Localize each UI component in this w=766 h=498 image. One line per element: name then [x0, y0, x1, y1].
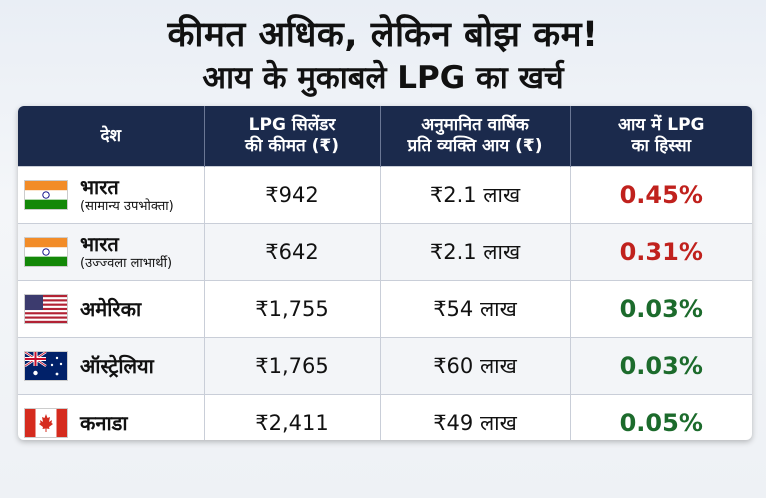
- country-name: अमेरिका: [80, 297, 142, 321]
- header-price-line1: LPG सिलेंडर: [248, 115, 336, 135]
- price-cell: ₹2,411: [204, 394, 381, 440]
- country-name: ऑस्ट्रेलिया: [80, 354, 154, 378]
- table-row: कनाडा ₹2,411 ₹49 लाख 0.05%: [18, 394, 752, 440]
- country-cell: भारत (उज्ज्वला लाभार्थी): [18, 223, 205, 281]
- income-cell: ₹2.1 लाख: [380, 223, 571, 281]
- income-cell: ₹2.1 लाख: [380, 166, 571, 224]
- price-cell: ₹642: [204, 223, 381, 281]
- comparison-table: देश LPG सिलेंडर की कीमत (₹) अनुमानित वार…: [18, 106, 752, 440]
- india-flag-icon: [24, 237, 68, 267]
- country-name: कनाडा: [80, 411, 128, 435]
- income-cell: ₹49 लाख: [380, 394, 571, 440]
- country-cell: ऑस्ट्रेलिया: [18, 337, 205, 395]
- share-cell: 0.03%: [570, 280, 752, 338]
- price-cell: ₹942: [204, 166, 381, 224]
- header-income-line2: प्रति व्यक्ति आय (₹): [407, 136, 543, 156]
- share-cell: 0.31%: [570, 223, 752, 281]
- india-flag-icon: [24, 180, 68, 210]
- table-header-row: देश LPG सिलेंडर की कीमत (₹) अनुमानित वार…: [18, 106, 752, 167]
- header-income-line1: अनुमानित वार्षिक: [421, 115, 529, 135]
- country-cell: अमेरिका: [18, 280, 205, 338]
- header-income: अनुमानित वार्षिक प्रति व्यक्ति आय (₹): [380, 106, 571, 167]
- table-row: अमेरिका ₹1,755 ₹54 लाख 0.03%: [18, 280, 752, 338]
- share-cell: 0.03%: [570, 337, 752, 395]
- australia-flag-icon: [24, 351, 68, 381]
- header-price: LPG सिलेंडर की कीमत (₹): [204, 106, 381, 167]
- table-row: भारत (सामान्य उपभोक्ता) ₹942 ₹2.1 लाख 0.…: [18, 166, 752, 224]
- header-share-line2: का हिस्सा: [631, 136, 692, 156]
- table-row: भारत (उज्ज्वला लाभार्थी) ₹642 ₹2.1 लाख 0…: [18, 223, 752, 281]
- country-subtitle: (उज्ज्वला लाभार्थी): [80, 256, 173, 271]
- header-price-line2: की कीमत (₹): [245, 136, 339, 156]
- header-share: आय में LPG का हिस्सा: [570, 106, 752, 167]
- country-name: भारत: [80, 232, 119, 256]
- income-cell: ₹54 लाख: [380, 280, 571, 338]
- header-country: देश: [18, 106, 205, 167]
- income-cell: ₹60 लाख: [380, 337, 571, 395]
- country-subtitle: (सामान्य उपभोक्ता): [80, 199, 174, 214]
- country-name: भारत: [80, 175, 119, 199]
- price-cell: ₹1,755: [204, 280, 381, 338]
- header-share-line1: आय में LPG: [618, 115, 705, 135]
- canada-flag-icon: [24, 408, 68, 438]
- main-title: कीमत अधिक, लेकिन बोझ कम!: [167, 15, 599, 55]
- share-cell: 0.45%: [570, 166, 752, 224]
- subtitle: आय के मुकाबले LPG का खर्च: [202, 60, 564, 96]
- country-cell: भारत (सामान्य उपभोक्ता): [18, 166, 205, 224]
- share-cell: 0.05%: [570, 394, 752, 440]
- country-cell: कनाडा: [18, 394, 205, 440]
- usa-flag-icon: [24, 294, 68, 324]
- price-cell: ₹1,765: [204, 337, 381, 395]
- table-row: ऑस्ट्रेलिया ₹1,765 ₹60 लाख 0.03%: [18, 337, 752, 395]
